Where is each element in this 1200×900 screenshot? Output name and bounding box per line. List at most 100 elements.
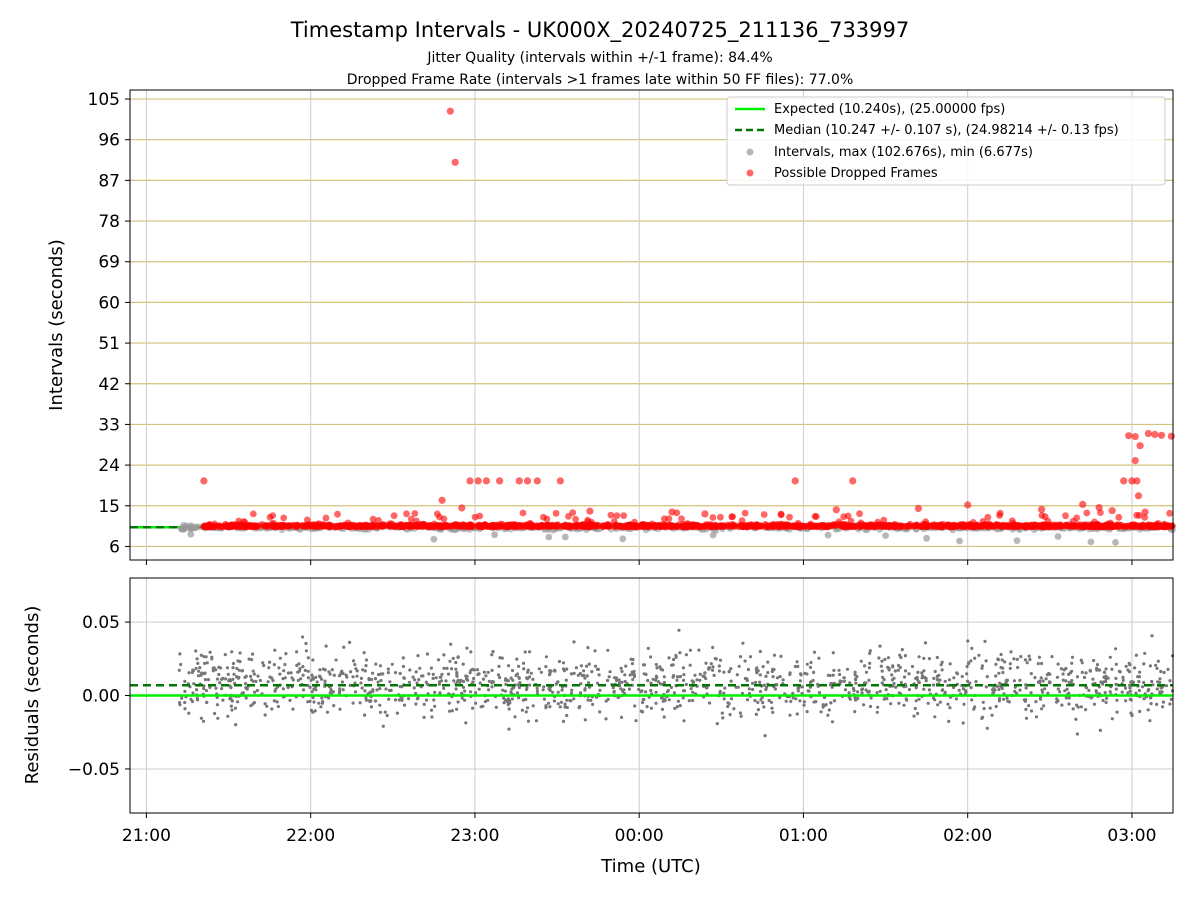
residual-point [1137, 680, 1141, 684]
residual-point [795, 660, 799, 664]
residual-point [667, 698, 671, 702]
residual-point [456, 678, 460, 683]
residual-point [1008, 662, 1012, 666]
residual-point [617, 681, 622, 685]
residual-point [422, 715, 426, 720]
dropped-frame-point [825, 522, 832, 530]
dropped-frame-point [1157, 431, 1166, 439]
residual-point [758, 689, 763, 694]
dropped-frame-point [1115, 513, 1123, 521]
residual-point [486, 670, 490, 675]
residual-point [983, 639, 987, 644]
dropped-frame-point [219, 523, 226, 531]
residual-point [296, 678, 300, 683]
residual-point [178, 652, 182, 656]
residual-point [422, 702, 426, 707]
x-tick-label: 01:00 [779, 826, 828, 846]
residual-point [797, 685, 801, 690]
residual-point [914, 686, 918, 690]
residual-point [864, 670, 869, 674]
residual-point [1055, 700, 1059, 704]
residual-point [274, 687, 278, 691]
residual-point [214, 686, 218, 690]
residual-point [286, 685, 290, 690]
residual-point [1140, 685, 1145, 689]
interval-point [1054, 533, 1062, 540]
residual-point [585, 664, 589, 668]
residual-point [1158, 677, 1162, 681]
residual-point [1087, 688, 1091, 693]
intervals-y-tick-label: 87 [98, 171, 120, 191]
residual-point [442, 653, 446, 657]
residual-point [262, 663, 266, 668]
dropped-frame-point [812, 513, 820, 520]
residual-point [1071, 707, 1075, 711]
residual-point [973, 656, 977, 660]
residual-point [722, 691, 726, 695]
residual-point [334, 658, 338, 662]
residual-point [791, 696, 795, 700]
residual-point [179, 662, 183, 667]
residual-point [323, 668, 327, 672]
residual-point [990, 713, 994, 717]
residual-point [448, 659, 452, 663]
residual-point [230, 708, 234, 712]
residual-point [812, 700, 816, 704]
residual-point [1075, 732, 1079, 736]
residual-point [474, 691, 478, 695]
residual-point [402, 676, 406, 680]
dropped-frame-point [387, 520, 394, 528]
dropped-frame-point [1164, 522, 1172, 529]
residual-point [948, 706, 952, 710]
residual-point [964, 690, 968, 694]
residual-point [1008, 666, 1012, 671]
residual-point [969, 686, 973, 690]
residual-point [663, 698, 667, 703]
residual-point [244, 674, 248, 678]
residual-point [390, 662, 394, 666]
residual-point [433, 690, 437, 695]
legend-dropped-swatch [746, 169, 754, 177]
dropped-frame-point [319, 520, 327, 528]
residual-point [564, 678, 568, 682]
residual-point [654, 662, 658, 667]
residual-point [1137, 675, 1141, 679]
residual-point [864, 688, 868, 692]
residual-point [1064, 679, 1068, 683]
residual-point [301, 688, 306, 692]
residual-point [633, 704, 637, 708]
dropped-frame-point [369, 515, 377, 523]
residual-point [629, 657, 633, 661]
residual-point [678, 651, 682, 655]
residual-point [1110, 717, 1114, 721]
residual-point [1059, 667, 1063, 671]
residual-point [312, 700, 316, 704]
dropped-frame-point [1128, 477, 1136, 485]
residual-point [675, 678, 679, 682]
residual-point [378, 703, 382, 707]
residual-point [387, 697, 391, 701]
residual-point [988, 706, 992, 710]
dropped-frame-point [438, 496, 446, 504]
residual-point [436, 658, 441, 662]
residual-point [675, 675, 680, 679]
residual-point [201, 719, 206, 723]
residual-point [1063, 689, 1067, 693]
residual-point [369, 699, 373, 703]
residual-point [289, 671, 293, 675]
legend-intervals-swatch [746, 148, 754, 156]
residual-point [351, 659, 356, 663]
residual-point [1044, 677, 1048, 681]
residual-point [914, 699, 918, 703]
residual-point [884, 688, 888, 692]
residual-point [437, 682, 441, 686]
residual-point [502, 701, 506, 705]
residual-point [470, 667, 475, 672]
residual-point [1064, 696, 1068, 700]
dropped-frame-point [1133, 511, 1141, 519]
residuals-x-ticks: 21:00 22:00 23:00 00:00 01:00 02:00 03:00 [122, 813, 1156, 846]
intervals-y-tick-label: 69 [98, 253, 120, 273]
residual-point [736, 685, 740, 689]
residual-point [517, 685, 522, 690]
residual-point [583, 687, 587, 691]
